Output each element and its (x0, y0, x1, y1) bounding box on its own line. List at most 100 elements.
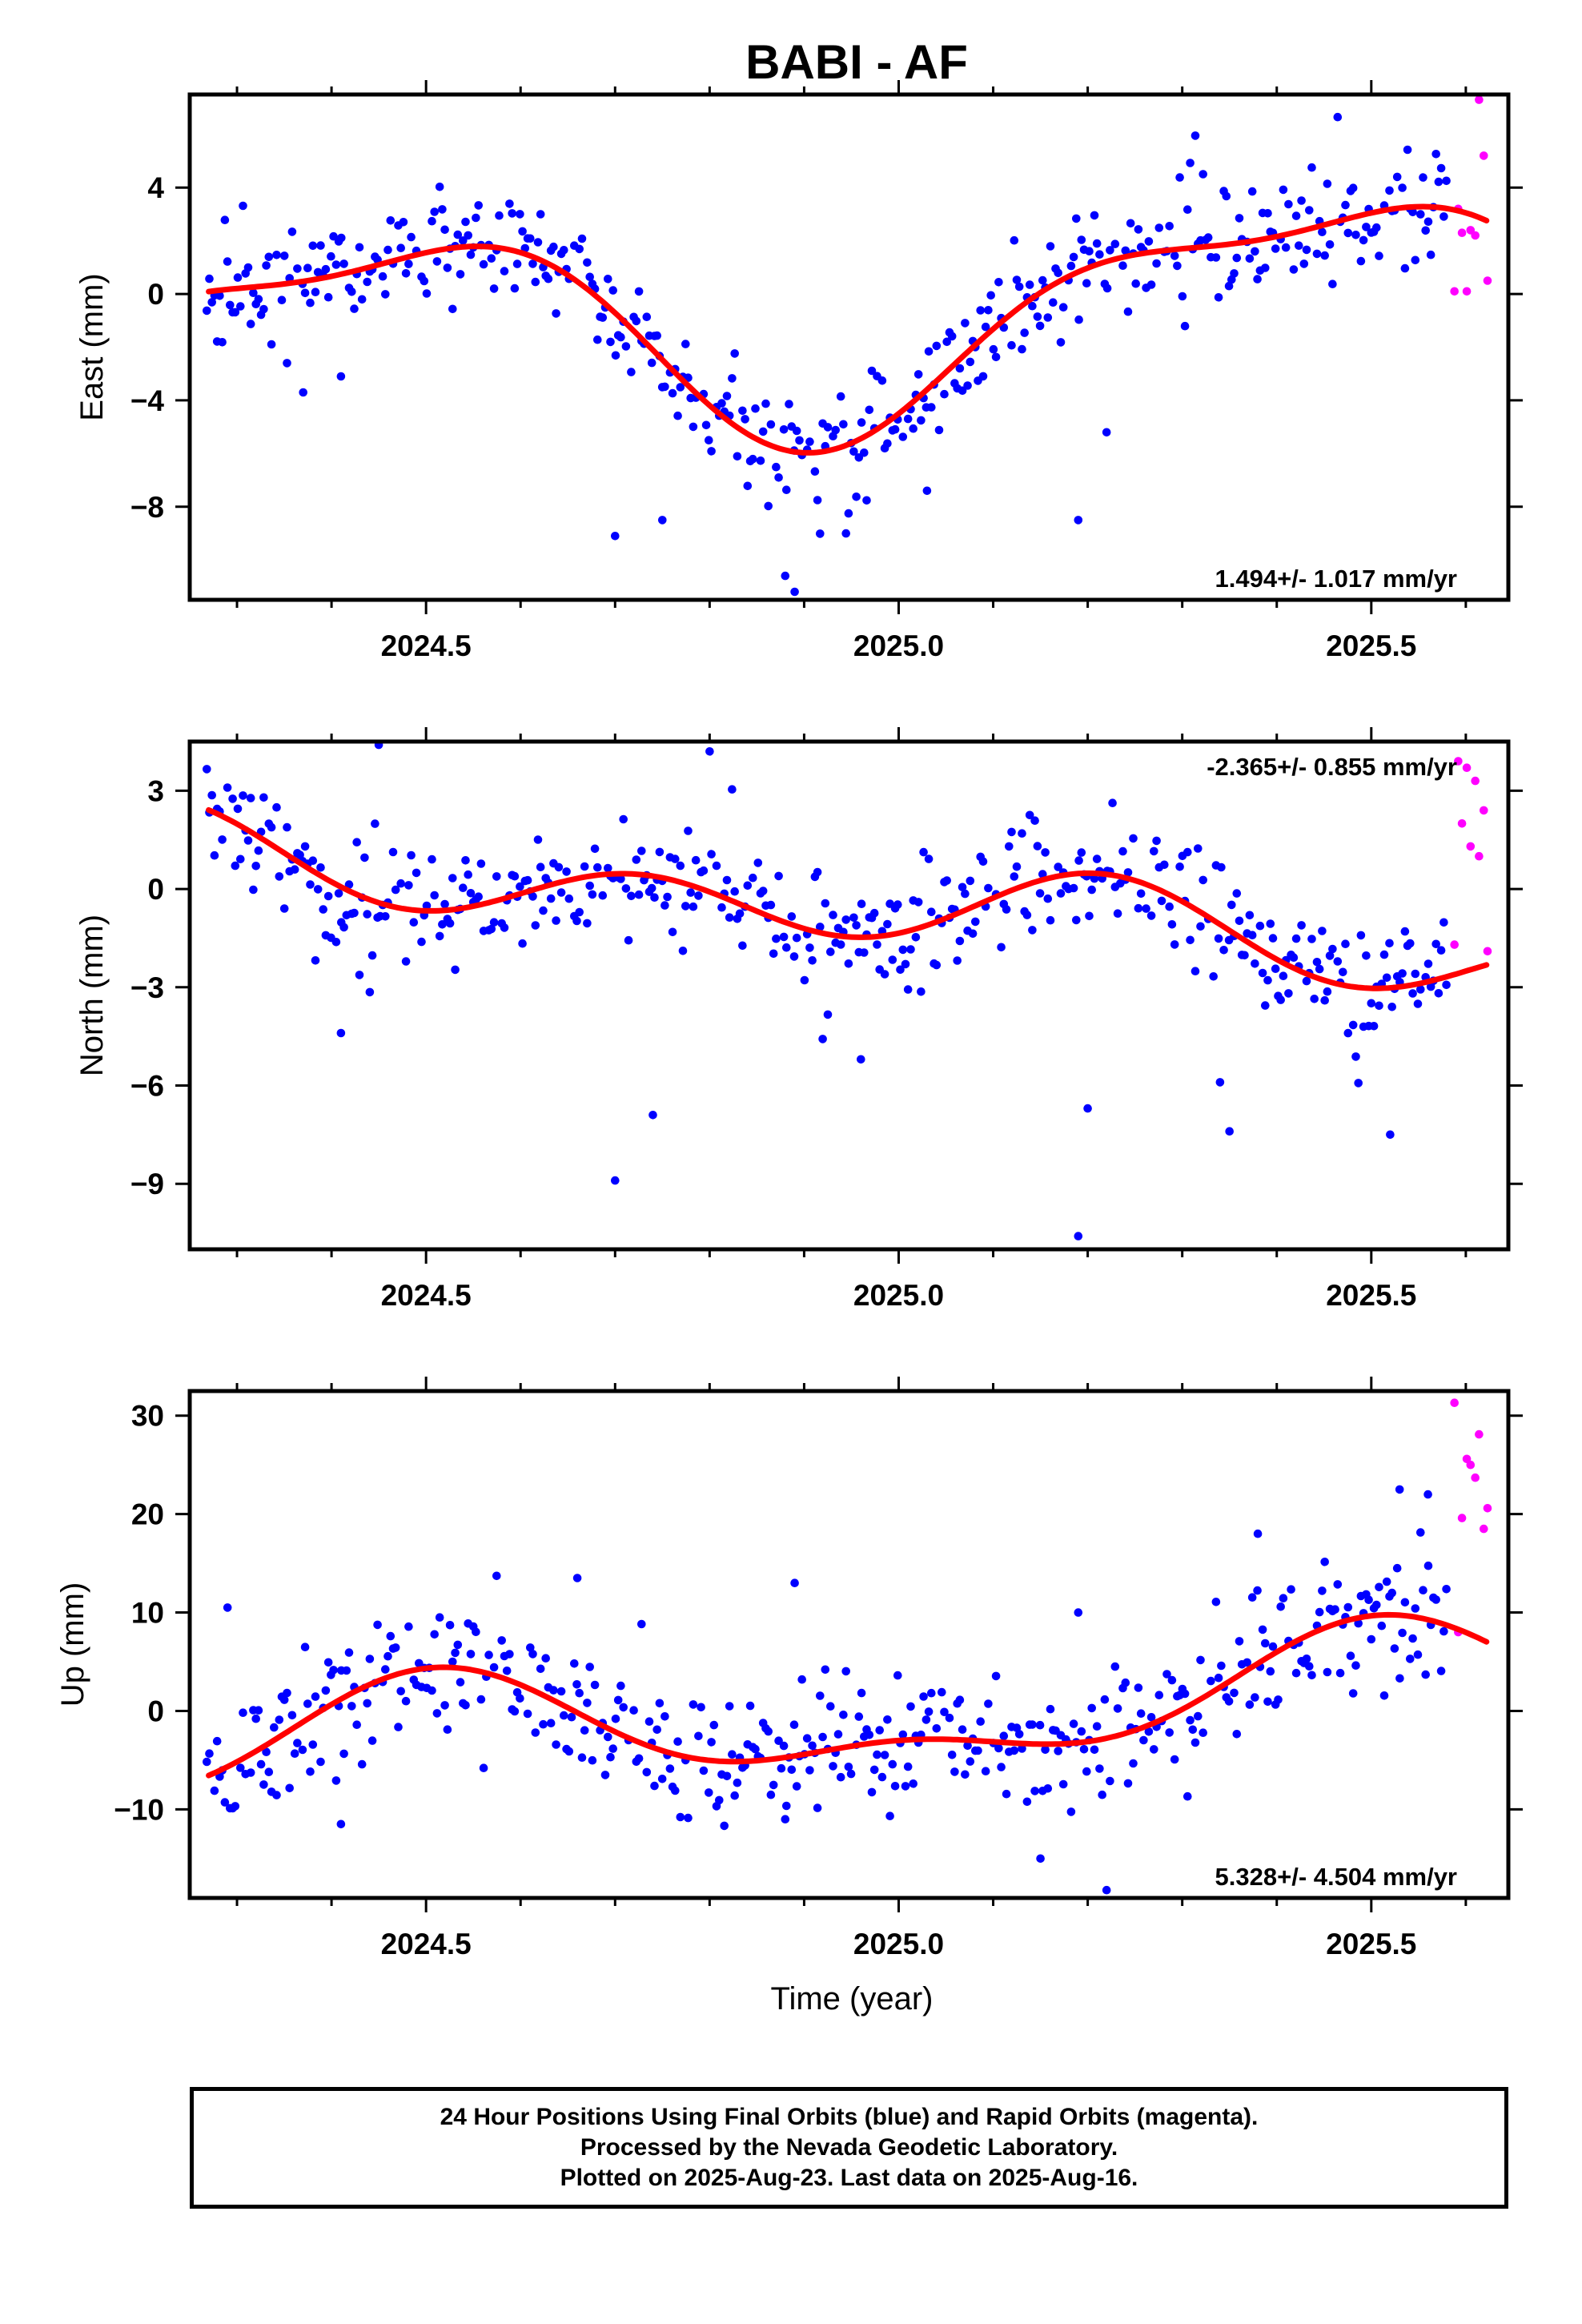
final-point (606, 1752, 615, 1762)
final-point (629, 1706, 638, 1715)
final-point (580, 862, 589, 871)
final-point (1100, 1695, 1110, 1704)
final-point (1356, 256, 1366, 266)
final-point (1263, 209, 1272, 218)
final-point (769, 1780, 778, 1790)
final-point (774, 473, 783, 482)
final-point (1416, 985, 1425, 994)
final-point (1263, 975, 1272, 985)
final-point (1348, 1689, 1358, 1698)
final-point (249, 885, 258, 895)
final-point (877, 376, 887, 385)
final-point (383, 245, 392, 255)
final-point (409, 918, 419, 927)
final-point (1225, 1127, 1234, 1136)
final-point (438, 920, 447, 929)
final-point (1074, 856, 1083, 865)
final-point (1165, 1728, 1174, 1737)
final-point (311, 287, 320, 297)
final-point (254, 295, 263, 304)
final-point (583, 1699, 592, 1707)
final-point (1022, 1797, 1032, 1807)
final-point (934, 425, 944, 435)
final-point (1054, 862, 1062, 871)
final-point (396, 879, 406, 888)
final-point (932, 1724, 942, 1733)
final-point (585, 272, 594, 282)
final-point (883, 919, 892, 929)
rapid-point (1450, 1398, 1459, 1407)
final-point (1423, 1490, 1432, 1499)
final-point (316, 1757, 325, 1767)
final-point (1251, 247, 1259, 256)
final-point (1049, 298, 1058, 308)
final-point (906, 945, 915, 954)
final-point (673, 1737, 682, 1746)
final-point (955, 1695, 965, 1704)
final-point (823, 1010, 833, 1019)
final-point (510, 1707, 520, 1716)
final-point (404, 1622, 413, 1631)
final-point (350, 908, 359, 918)
final-point (365, 987, 375, 997)
final-point (246, 320, 255, 328)
final-point (816, 529, 825, 538)
final-point (1362, 223, 1371, 231)
final-point (1302, 245, 1311, 255)
final-point (1423, 1561, 1433, 1570)
final-point (1113, 1704, 1122, 1713)
final-point (1146, 280, 1156, 289)
final-point (1362, 951, 1371, 960)
final-point (766, 900, 776, 910)
final-point (438, 205, 447, 214)
final-point (1439, 212, 1448, 221)
y-tick-label: 0 (147, 278, 164, 311)
x-tick-label: 2024.5 (381, 1928, 472, 1960)
final-point (207, 298, 217, 307)
final-point (357, 1759, 367, 1769)
final-point (1095, 250, 1104, 259)
final-point (997, 1763, 1006, 1771)
rapid-point (1466, 842, 1476, 851)
final-point (604, 275, 612, 283)
final-point (981, 322, 990, 332)
footer-line-3: Plotted on 2025-Aug-23. Last data on 202… (560, 2165, 1138, 2191)
final-point (1219, 946, 1228, 955)
final-point (816, 1691, 825, 1700)
final-point (381, 290, 390, 299)
final-point (860, 448, 869, 457)
final-point (681, 902, 690, 911)
final-point (344, 880, 354, 889)
final-point (283, 1688, 291, 1698)
final-point (577, 234, 587, 243)
final-point (1033, 312, 1042, 321)
final-point (218, 338, 227, 347)
final-point (994, 1743, 1003, 1753)
final-point (1400, 927, 1410, 936)
final-point (1307, 935, 1316, 943)
final-point (873, 940, 881, 949)
final-point (275, 872, 284, 881)
final-point (1035, 889, 1045, 898)
final-point (989, 344, 998, 354)
rapid-point (1483, 276, 1492, 285)
final-point (940, 389, 949, 399)
final-point (239, 1708, 247, 1717)
final-point (1098, 1790, 1106, 1799)
final-point (1154, 223, 1164, 232)
final-point (1307, 163, 1316, 172)
final-point (583, 919, 592, 928)
final-point (1382, 973, 1391, 983)
final-point (381, 1665, 390, 1674)
final-point (890, 1782, 900, 1791)
final-point (1010, 872, 1019, 881)
final-point (479, 259, 488, 269)
final-point (339, 923, 348, 932)
y-axis-label: Up (mm) (55, 1582, 90, 1707)
final-point (1354, 1618, 1363, 1628)
final-point (391, 1643, 400, 1652)
final-point (1069, 883, 1078, 893)
final-point (707, 850, 716, 858)
final-point (1423, 959, 1433, 968)
final-point (684, 826, 693, 835)
